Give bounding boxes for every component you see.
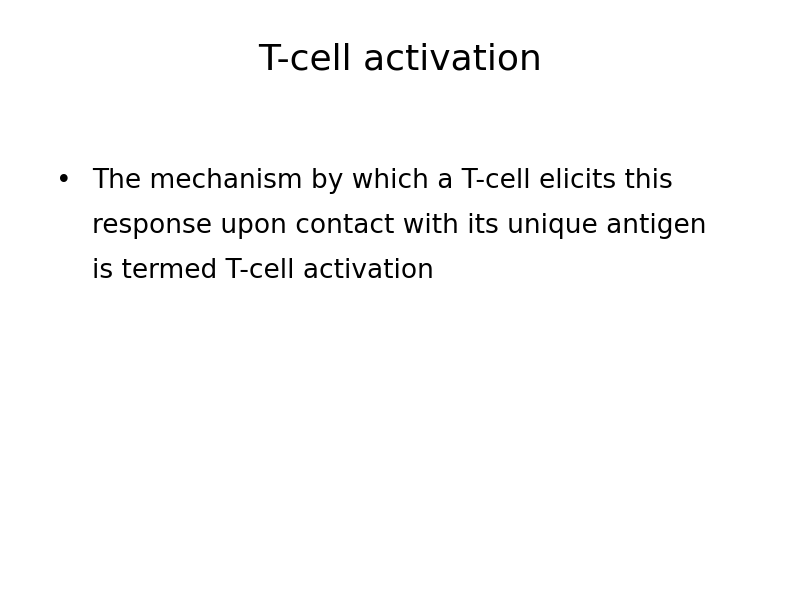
Text: response upon contact with its unique antigen: response upon contact with its unique an…: [92, 213, 706, 239]
Text: •: •: [56, 168, 72, 194]
Text: is termed T-cell activation: is termed T-cell activation: [92, 258, 434, 284]
Text: The mechanism by which a T-cell elicits this: The mechanism by which a T-cell elicits …: [92, 168, 673, 194]
Text: T-cell activation: T-cell activation: [258, 42, 542, 76]
